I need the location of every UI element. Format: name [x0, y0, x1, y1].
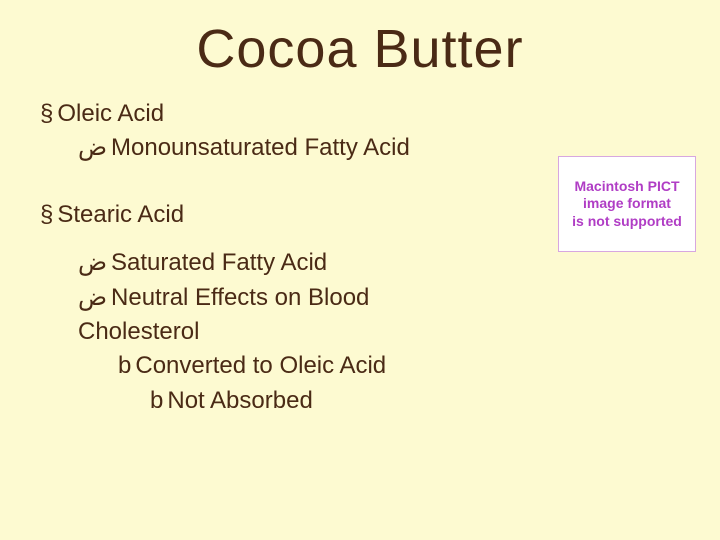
bullet-oleic: §Oleic Acid [40, 98, 690, 130]
bullet-sat: ضSaturated Fatty Acid [78, 247, 690, 279]
content-body: §Oleic Acid ضMonounsaturated Fatty Acid … [30, 98, 690, 417]
slide-title: Cocoa Butter [30, 18, 690, 80]
bullet-neutral: ضNeutral Effects on Blood [78, 282, 690, 314]
bullet-glyph-l1: § [40, 98, 53, 130]
bullet-text: Not Absorbed [167, 387, 312, 414]
bullet-notabsorbed: bNot Absorbed [150, 385, 690, 417]
bullet-text: Neutral Effects on Blood [111, 284, 369, 311]
placeholder-line: Macintosh PICT [574, 178, 679, 194]
placeholder-text: Macintosh PICT image format is not suppo… [572, 178, 682, 231]
bullet-text: Saturated Fatty Acid [111, 249, 327, 276]
bullet-text: Stearic Acid [57, 201, 184, 228]
bullet-neutral-cont: Cholesterol [78, 316, 690, 348]
bullet-text: Oleic Acid [57, 100, 164, 127]
slide: Cocoa Butter §Oleic Acid ضMonounsaturate… [0, 0, 720, 540]
bullet-glyph-l2: ض [78, 282, 107, 314]
bullet-glyph-l3: b [118, 350, 131, 382]
placeholder-line: is not supported [572, 213, 682, 229]
bullet-converted: bConverted to Oleic Acid [118, 350, 690, 382]
bullet-glyph-l1: § [40, 199, 53, 231]
bullet-text: Monounsaturated Fatty Acid [111, 134, 410, 161]
bullet-glyph-l2: ض [78, 247, 107, 279]
missing-image-placeholder: Macintosh PICT image format is not suppo… [558, 156, 696, 252]
bullet-text: Converted to Oleic Acid [135, 352, 386, 379]
bullet-glyph-l2: ض [78, 132, 107, 164]
bullet-glyph-l3: b [150, 385, 163, 417]
placeholder-line: image format [583, 195, 671, 211]
bullet-text: Cholesterol [78, 318, 199, 345]
